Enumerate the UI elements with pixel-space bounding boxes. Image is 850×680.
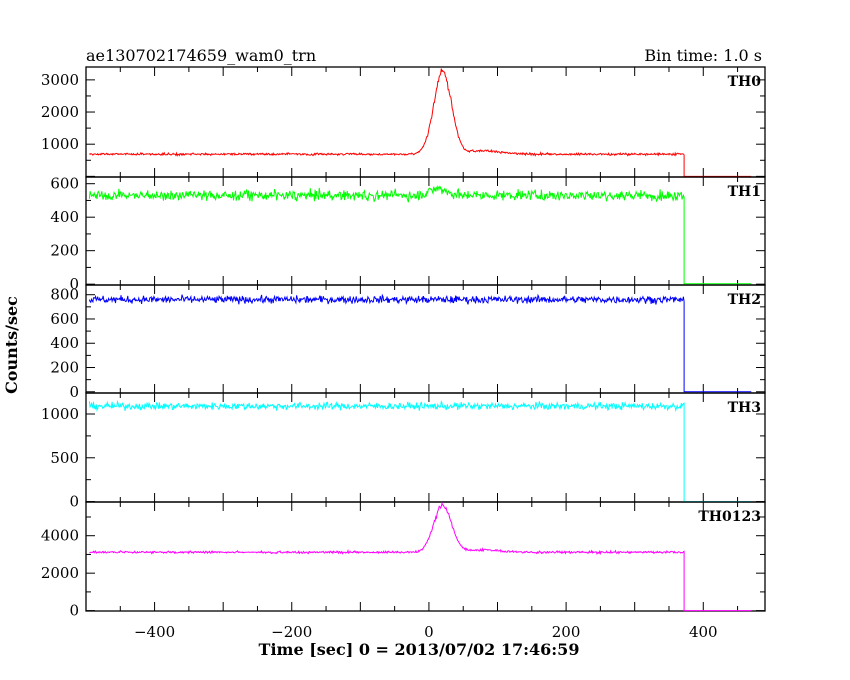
y-tick-label: 1000 bbox=[41, 405, 79, 423]
y-tick-label: 600 bbox=[50, 310, 79, 328]
y-tick-label: 4000 bbox=[41, 527, 79, 545]
x-axis-title: Time [sec] 0 = 2013/07/02 17:46:59 bbox=[259, 640, 580, 659]
x-tick-label: 200 bbox=[552, 623, 581, 641]
y-tick-label: 0 bbox=[69, 275, 79, 293]
bin-time-label: Bin time: 1.0 s bbox=[644, 46, 762, 65]
y-tick-label: 0 bbox=[69, 383, 79, 401]
series-line-th0 bbox=[89, 68, 752, 177]
x-tick-label: −400 bbox=[134, 623, 175, 641]
y-tick-label: 1000 bbox=[41, 135, 79, 153]
y-tick-label: 3000 bbox=[41, 71, 79, 89]
y-tick-label: 400 bbox=[50, 334, 79, 352]
y-tick-label: 600 bbox=[50, 175, 79, 193]
panel-frame-th0 bbox=[85, 66, 766, 178]
y-tick-label: 800 bbox=[50, 286, 79, 304]
series-line-th3 bbox=[88, 399, 752, 503]
y-tick-label: 2000 bbox=[41, 564, 79, 582]
panel-label-th0: TH0 bbox=[728, 74, 762, 90]
y-tick-label: 0 bbox=[69, 493, 79, 511]
panel-label-th2: TH2 bbox=[728, 292, 761, 308]
x-tick-label: 0 bbox=[424, 623, 434, 641]
panel-frame-th3 bbox=[85, 392, 766, 503]
x-tick-label: −200 bbox=[271, 623, 312, 641]
panel-label-th1: TH1 bbox=[728, 184, 761, 200]
series-line-th0123 bbox=[89, 501, 752, 612]
series-line-th1 bbox=[88, 184, 752, 285]
panel-label-th3: TH3 bbox=[728, 400, 761, 416]
series-line-th2 bbox=[88, 293, 752, 393]
y-tick-label: 500 bbox=[50, 449, 79, 467]
y-tick-label: 200 bbox=[50, 242, 79, 260]
chart-title: ae130702174659_wam0_trn bbox=[86, 46, 316, 65]
panel-frame-th0123 bbox=[85, 501, 766, 612]
y-axis-title: Counts/sec bbox=[2, 296, 21, 394]
y-tick-label: 0 bbox=[69, 602, 79, 620]
y-tick-label: 200 bbox=[50, 359, 79, 377]
y-tick-label: 2000 bbox=[41, 103, 79, 121]
x-tick-label: 400 bbox=[689, 623, 718, 641]
panel-label-th0123: TH0123 bbox=[698, 509, 761, 525]
y-tick-label: 400 bbox=[50, 208, 79, 226]
